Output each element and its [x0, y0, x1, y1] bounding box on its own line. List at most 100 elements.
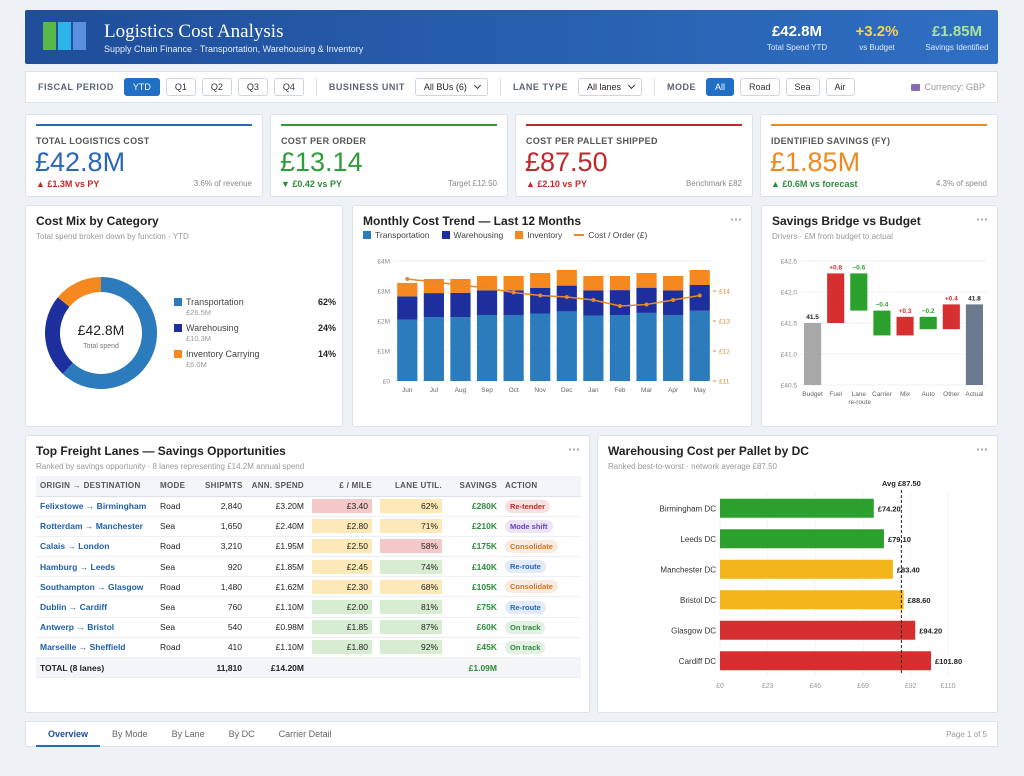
bar-segment [423, 317, 444, 381]
table-cell: £175K [446, 536, 501, 558]
filter-button[interactable]: Q2 [201, 78, 232, 96]
tab[interactable]: Carrier Detail [278, 728, 332, 739]
table-cell: Sea [156, 617, 201, 638]
legend-amount: £10.3M [186, 334, 211, 343]
logo-block [43, 22, 56, 50]
menu-icon[interactable] [976, 218, 988, 221]
filter-select[interactable]: All lanes [577, 78, 642, 96]
x-tick-label: £0 [716, 683, 724, 690]
action-tag[interactable]: On track [505, 620, 546, 634]
value-label: £101.80 [935, 657, 962, 666]
lane-link[interactable]: Dublin → Cardiff [36, 596, 156, 618]
table-cell: 58% [376, 536, 446, 558]
x-tick-label: Fuel [829, 391, 842, 398]
table-cell: 81% [376, 596, 446, 618]
table-cell: £1.85M [246, 556, 308, 578]
y-tick-label: £42.0 [781, 290, 798, 297]
y-tick-label: £40.5 [781, 383, 798, 390]
lane-link[interactable]: Hamburg → Leeds [36, 556, 156, 578]
filter-button[interactable]: Q1 [165, 78, 196, 96]
value-label: 14% [318, 349, 336, 359]
line-point [485, 286, 490, 290]
menu-icon[interactable] [568, 448, 580, 451]
action-tag[interactable]: Consolidate [505, 539, 558, 553]
lane-link[interactable]: Southampton → Glasgow [36, 576, 156, 598]
filter-select[interactable]: All BUs (6) [414, 78, 488, 96]
x-tick-label: £110 [940, 683, 955, 690]
heat-cell: £1.85 [312, 620, 372, 635]
table-cell: Sea [156, 596, 201, 618]
tab[interactable]: By Lane [171, 728, 205, 739]
lane-link[interactable]: Antwerp → Bristol [36, 617, 156, 638]
category-label: Birmingham DC [660, 504, 717, 513]
value-label: £83.40 [897, 565, 920, 574]
y-tick-label: £3M [377, 289, 390, 296]
tab[interactable]: By Mode [112, 728, 148, 739]
table-cell: On track [501, 637, 581, 659]
action-tag[interactable]: On track [505, 640, 546, 654]
column-header: ACTION [501, 476, 581, 497]
x-tick-label: Carrier [872, 391, 893, 398]
filter-button[interactable]: Sea [785, 78, 820, 96]
table-cell: 2,840 [201, 496, 246, 517]
column-header: SAVINGS [446, 476, 501, 497]
bar-segment [609, 276, 631, 291]
filter-button[interactable]: All [705, 78, 734, 96]
lane-link[interactable]: Calais → London [36, 536, 156, 558]
value-label: −0.6 [852, 264, 865, 271]
table-row: Antwerp → Bristol Sea 540 £0.98M £1.85 87% £60… [36, 617, 581, 638]
tab[interactable]: By DC [228, 728, 255, 739]
separator [315, 78, 317, 96]
kpi-card: TOTAL LOGISTICS COST £42.8M ▲ £1.3M vs PY 3… [25, 114, 263, 197]
value-label: +0.4 [945, 295, 958, 302]
donut-slice [45, 297, 73, 374]
action-tag[interactable]: Re-tender [505, 499, 551, 513]
stat-value: £42.8M [771, 23, 823, 40]
bar-segment [636, 312, 657, 381]
action-tag[interactable]: Re-route [505, 600, 546, 614]
legend-item: Cost / Order (£) [574, 230, 647, 240]
flag-icon [911, 83, 921, 91]
filter-button[interactable]: Q3 [237, 78, 268, 96]
x-tick-label: Mar [641, 387, 653, 394]
category-label: Manchester DC [660, 565, 716, 574]
stat-label: Total Spend YTD [766, 43, 828, 52]
bar-segment [689, 310, 710, 381]
heat-cell: 81% [380, 600, 442, 615]
table-card: Top Freight Lanes — Savings Opportunitie… [25, 435, 590, 713]
filter-button[interactable]: Road [740, 78, 780, 96]
table-cell: £45K [446, 637, 501, 659]
legend-swatch [574, 234, 585, 236]
waterfall-bar [896, 316, 914, 336]
bar-segment [397, 282, 418, 297]
lane-link[interactable]: Rotterdam → Manchester [36, 516, 156, 537]
lane-link[interactable]: Marseille → Sheffield [36, 637, 156, 659]
lane-link[interactable]: Felixstowe → Birmingham [36, 496, 156, 517]
table-cell: £60K [446, 617, 501, 638]
filter-button[interactable]: Air [825, 78, 855, 96]
heat-cell: 58% [380, 539, 442, 554]
kpi-title: COST PER ORDER [281, 136, 367, 146]
table-cell: Road [156, 496, 201, 517]
card-title: Cost Mix by Category [36, 214, 159, 228]
filter-button[interactable]: Q4 [273, 78, 304, 96]
x-tick-label: May [694, 387, 707, 394]
legend: Transportation Warehousing Inventory Cost /… [363, 230, 647, 240]
menu-icon[interactable] [730, 218, 742, 221]
app-subtitle: Supply Chain Finance · Transportation, W… [104, 44, 364, 54]
heat-cell: £2.80 [312, 519, 372, 534]
heat-cell: 92% [380, 640, 442, 655]
tab[interactable]: Overview [36, 722, 101, 747]
table-cell: Re-route [501, 596, 581, 618]
action-tag[interactable]: Mode shift [505, 519, 553, 533]
menu-icon[interactable] [976, 448, 988, 451]
heat-cell: £3.40 [312, 499, 372, 514]
filter-label: MODE [666, 82, 696, 92]
filter-button[interactable]: YTD [123, 78, 160, 96]
header: Logistics Cost Analysis Supply Chain Fin… [25, 10, 998, 64]
header-stat: +3.2% vs Budget [837, 23, 917, 52]
legend-swatch [441, 231, 450, 239]
action-tag[interactable]: Re-route [505, 560, 546, 574]
action-tag[interactable]: Consolidate [505, 580, 558, 594]
card-title: Top Freight Lanes — Savings Opportunitie… [36, 444, 286, 458]
